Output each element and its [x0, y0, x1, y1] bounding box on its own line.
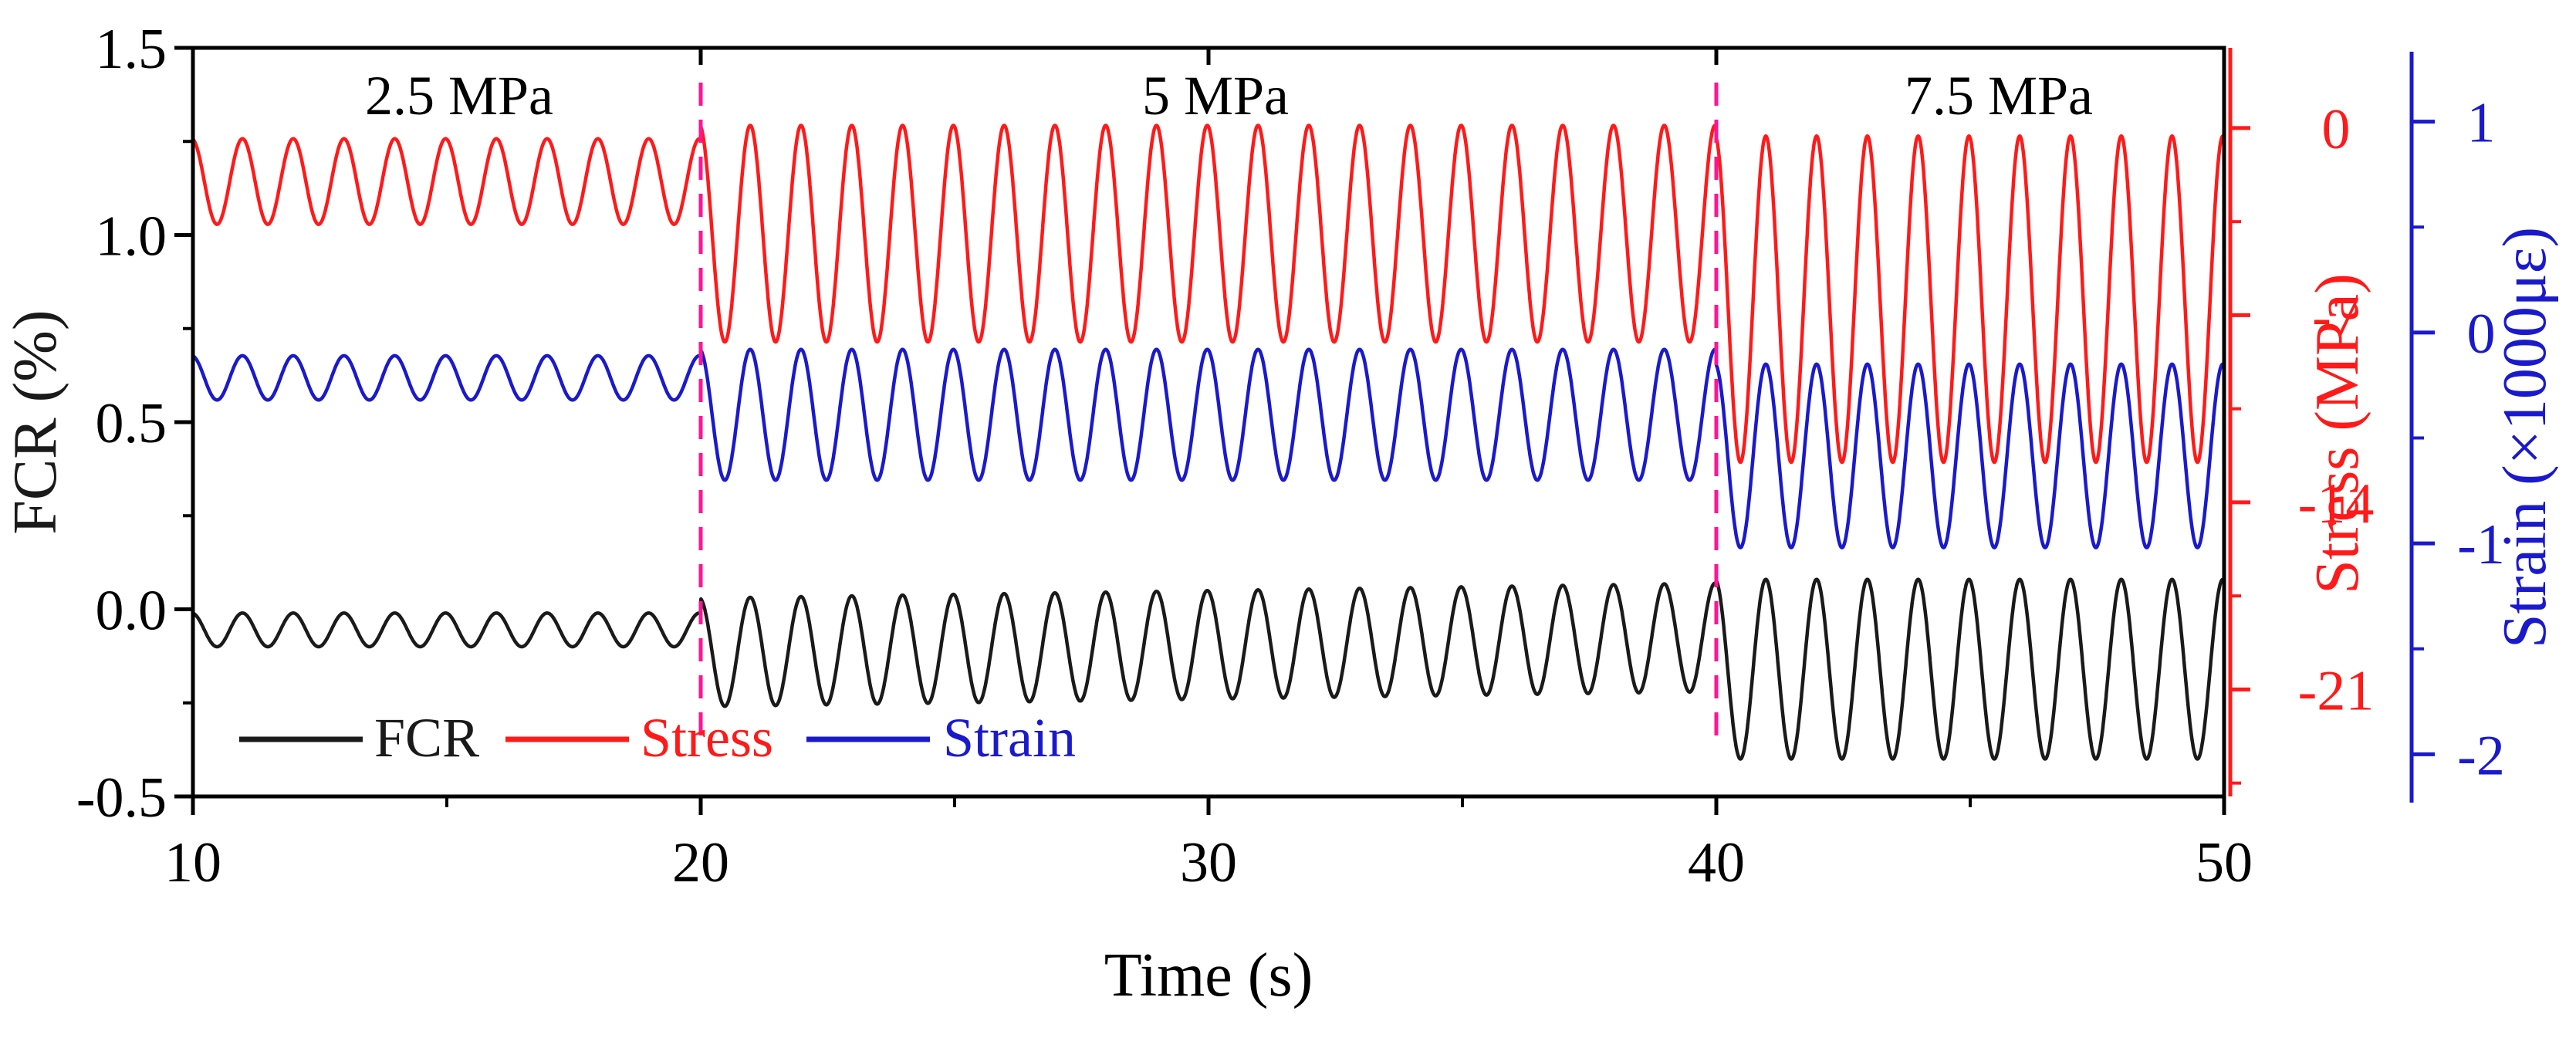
strain-tick-label: 0 [2467, 303, 2496, 366]
x-tick-label: 40 [1688, 831, 1745, 894]
strain-tick-label: -2 [2457, 724, 2505, 787]
series-line-stress [191, 123, 2226, 465]
stress-axis-title: Stress (MPa) [2304, 273, 2371, 594]
left-tick-label: 1.5 [96, 18, 167, 81]
plot-frame [191, 46, 2226, 799]
legend-label-fcr: FCR [374, 707, 479, 769]
left-tick-label: 0.0 [96, 580, 167, 643]
strain-tick-label: 1 [2467, 92, 2496, 155]
x-tick-label: 10 [164, 831, 221, 894]
legend-label-strain: Strain [943, 707, 1076, 769]
left-tick-label: 0.5 [96, 392, 167, 455]
legend-label-stress: Stress [641, 707, 773, 769]
x-tick-label: 20 [672, 831, 729, 894]
x-axis-title: Time (s) [1104, 942, 1313, 1009]
stress-tick-label: 0 [2322, 98, 2351, 161]
strain-tick-label: -1 [2457, 513, 2505, 576]
series-line-strain [191, 347, 2226, 549]
left-axis-title: FCR (%) [2, 309, 69, 534]
strain-axis-title: Strain (×1000με) [2491, 227, 2559, 648]
series-line-fcr [191, 577, 2226, 761]
stress-tick-label: -14 [2298, 472, 2375, 536]
segment-label-1: 2.5 MPa [365, 65, 553, 127]
segment-label-2: 5 MPa [1142, 65, 1289, 127]
x-tick-label: 50 [2196, 831, 2253, 894]
left-tick-label: -0.5 [76, 766, 167, 830]
stress-tick-label: -21 [2298, 659, 2375, 722]
x-tick-label: 30 [1180, 831, 1237, 894]
stress-tick-label: -7 [2312, 285, 2360, 348]
segment-label-3: 7.5 MPa [1905, 65, 2093, 127]
left-tick-label: 1.0 [96, 205, 167, 269]
